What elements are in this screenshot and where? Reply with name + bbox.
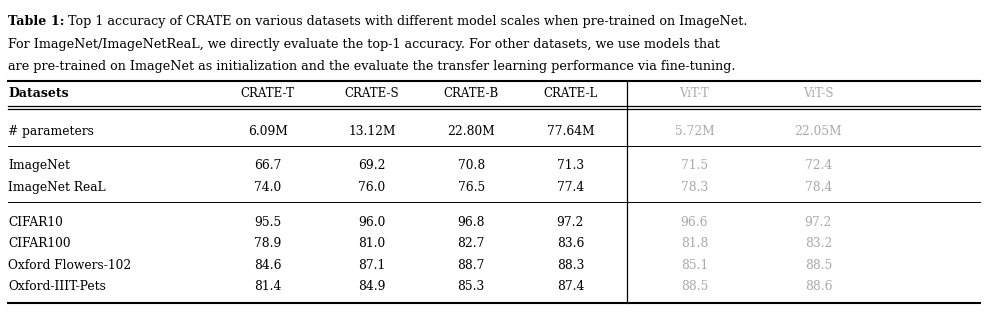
Text: CIFAR10: CIFAR10: [8, 215, 62, 229]
Text: 88.5: 88.5: [805, 259, 832, 272]
Text: 96.8: 96.8: [457, 215, 485, 229]
Text: 85.1: 85.1: [681, 259, 708, 272]
Text: CIFAR100: CIFAR100: [8, 237, 70, 250]
Text: CRATE-L: CRATE-L: [544, 87, 597, 100]
Text: 22.80M: 22.80M: [447, 125, 495, 138]
Text: 71.3: 71.3: [557, 159, 584, 172]
Text: 72.4: 72.4: [805, 159, 832, 172]
Text: 96.6: 96.6: [681, 215, 708, 229]
Text: 84.9: 84.9: [358, 280, 386, 293]
Text: Oxford Flowers-102: Oxford Flowers-102: [8, 259, 131, 272]
Text: are pre-trained on ImageNet as initialization and the evaluate the transfer lear: are pre-trained on ImageNet as initializ…: [8, 60, 735, 73]
Text: CRATE-S: CRATE-S: [344, 87, 400, 100]
Text: 69.2: 69.2: [358, 159, 386, 172]
Text: 84.6: 84.6: [254, 259, 282, 272]
Text: 97.2: 97.2: [557, 215, 584, 229]
Text: 95.5: 95.5: [254, 215, 282, 229]
Text: 78.4: 78.4: [805, 181, 832, 194]
Text: 88.3: 88.3: [557, 259, 584, 272]
Text: 87.4: 87.4: [557, 280, 584, 293]
Text: 81.0: 81.0: [358, 237, 386, 250]
Text: CRATE-B: CRATE-B: [443, 87, 499, 100]
Text: 71.5: 71.5: [681, 159, 708, 172]
Text: 78.3: 78.3: [681, 181, 708, 194]
Text: Table 1:: Table 1:: [8, 15, 64, 28]
Text: Datasets: Datasets: [8, 87, 68, 100]
Text: 87.1: 87.1: [358, 259, 386, 272]
Text: 88.6: 88.6: [805, 280, 832, 293]
Text: 76.5: 76.5: [457, 181, 485, 194]
Text: 76.0: 76.0: [358, 181, 386, 194]
Text: 83.2: 83.2: [805, 237, 832, 250]
Text: 82.7: 82.7: [457, 237, 485, 250]
Text: CRATE-T: CRATE-T: [241, 87, 295, 100]
Text: ImageNet: ImageNet: [8, 159, 69, 172]
Text: 85.3: 85.3: [457, 280, 485, 293]
Text: 22.05M: 22.05M: [795, 125, 842, 138]
Text: 97.2: 97.2: [805, 215, 832, 229]
Text: 13.12M: 13.12M: [348, 125, 396, 138]
Text: # parameters: # parameters: [8, 125, 94, 138]
Text: 81.8: 81.8: [681, 237, 708, 250]
Text: 70.8: 70.8: [457, 159, 485, 172]
Text: 83.6: 83.6: [557, 237, 584, 250]
Text: 78.9: 78.9: [254, 237, 282, 250]
Text: 6.09M: 6.09M: [248, 125, 288, 138]
Text: Oxford-IIIT-Pets: Oxford-IIIT-Pets: [8, 280, 106, 293]
Text: 74.0: 74.0: [254, 181, 282, 194]
Text: 88.7: 88.7: [457, 259, 485, 272]
Text: 88.5: 88.5: [681, 280, 708, 293]
Text: ImageNet ReaL: ImageNet ReaL: [8, 181, 105, 194]
Text: 81.4: 81.4: [254, 280, 282, 293]
Text: Top 1 accuracy of CRATE on various datasets with different model scales when pre: Top 1 accuracy of CRATE on various datas…: [64, 15, 748, 28]
Text: ViT-S: ViT-S: [804, 87, 833, 100]
Text: 66.7: 66.7: [254, 159, 282, 172]
Text: 77.4: 77.4: [557, 181, 584, 194]
Text: 5.72M: 5.72M: [675, 125, 714, 138]
Text: 96.0: 96.0: [358, 215, 386, 229]
Text: 77.64M: 77.64M: [547, 125, 594, 138]
Text: ViT-T: ViT-T: [680, 87, 709, 100]
Text: For ImageNet/ImageNetReaL, we directly evaluate the top-1 accuracy. For other da: For ImageNet/ImageNetReaL, we directly e…: [8, 38, 720, 51]
